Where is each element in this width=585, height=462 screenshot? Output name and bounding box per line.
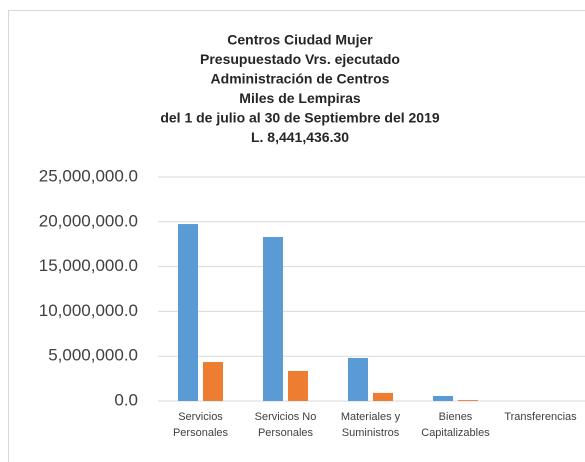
chart-title: Miles de Lempiras (239, 90, 361, 106)
bar (203, 362, 223, 401)
chart-title: del 1 de julio al 30 de Septiembre del 2… (160, 110, 440, 126)
y-tick-label: 10,000,000.0 (39, 301, 138, 320)
bar (373, 392, 393, 401)
x-tick-label: Transferencias (504, 411, 577, 423)
chart-border (8, 10, 585, 462)
chart-title: L. 8,441,436.30 (251, 129, 349, 145)
x-tick-label: Bienes (439, 411, 473, 423)
bar (288, 370, 308, 401)
x-tick-label: Personales (258, 427, 314, 439)
x-tick-label: Servicios (178, 411, 223, 423)
bar (433, 395, 453, 401)
x-tick-label: Capitalizables (421, 427, 490, 439)
x-tick-label: Personales (173, 427, 229, 439)
bar (263, 237, 283, 401)
y-tick-label: 0.0 (114, 390, 138, 409)
bar (458, 400, 478, 401)
y-tick-label: 5,000,000.0 (48, 346, 138, 365)
bar (348, 357, 368, 401)
bar (178, 224, 198, 401)
chart-title: Centros Ciudad Mujer (227, 32, 373, 48)
chart-title: Administración de Centros (211, 71, 390, 87)
y-tick-label: 25,000,000.0 (39, 166, 138, 185)
x-tick-label: Servicios No (255, 411, 317, 423)
x-tick-label: Suministros (342, 427, 400, 439)
x-tick-label: Materiales y (341, 411, 401, 423)
chart-title: Presupuestado Vrs. ejecutado (200, 51, 400, 67)
y-tick-label: 20,000,000.0 (39, 211, 138, 230)
y-tick-label: 15,000,000.0 (39, 256, 138, 275)
